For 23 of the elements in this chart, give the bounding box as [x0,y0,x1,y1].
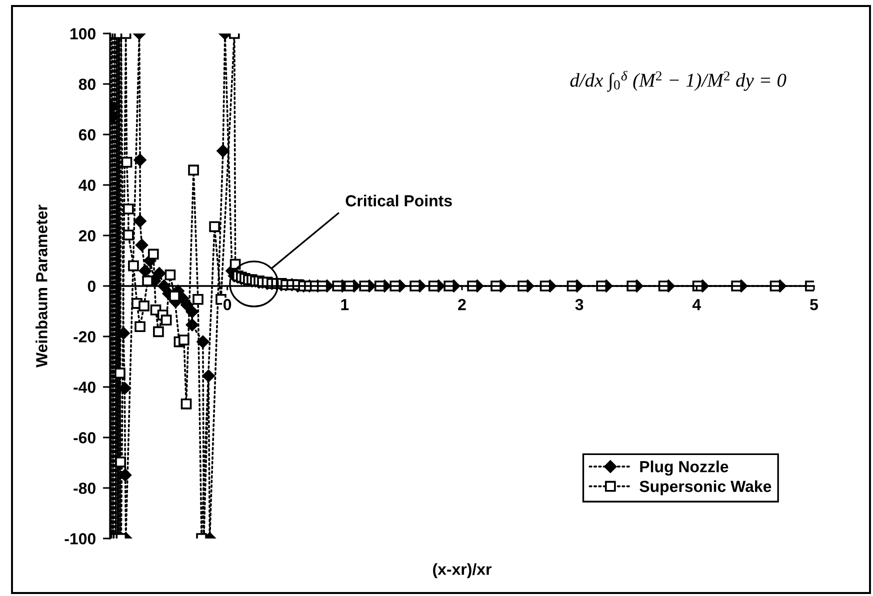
y-tick-label: 40 [78,180,96,191]
y-tick-label: -40 [74,382,96,393]
y-tick-label: -20 [74,331,96,342]
y-tick-label: 20 [78,230,96,242]
y-tick-label: 60 [78,129,96,140]
x-tick-label: 0 [224,298,232,310]
legend-label: Plug Nozzle [640,460,728,476]
y-tick-label: 100 [70,28,96,40]
x-tick-label: 1 [341,299,349,310]
y-tick-label: -60 [74,432,96,444]
x-tick-label: 5 [810,299,818,310]
y-axis-title: Weinbaum Parameter [36,204,48,368]
x-tick-label: 3 [575,298,584,310]
x-axis-title: (x-xr)/xr [433,563,492,578]
y-tick-label: 80 [78,78,96,90]
y-tick-label: -100 [64,533,96,544]
annotation: Critical Points [346,194,452,206]
legend-label: Supersonic Wake [640,480,772,496]
y-tick-label: -80 [74,482,96,494]
annotation: d/dx ∫$_{0}$$^{δ}$ (M$^{2}$ − 1)/M$^{2}$ dy = 0 [570,70,786,92]
x-tick-label: 4 [692,299,702,310]
x-tick-label: 2 [458,298,466,310]
y-tick-label: 0 [88,280,96,292]
